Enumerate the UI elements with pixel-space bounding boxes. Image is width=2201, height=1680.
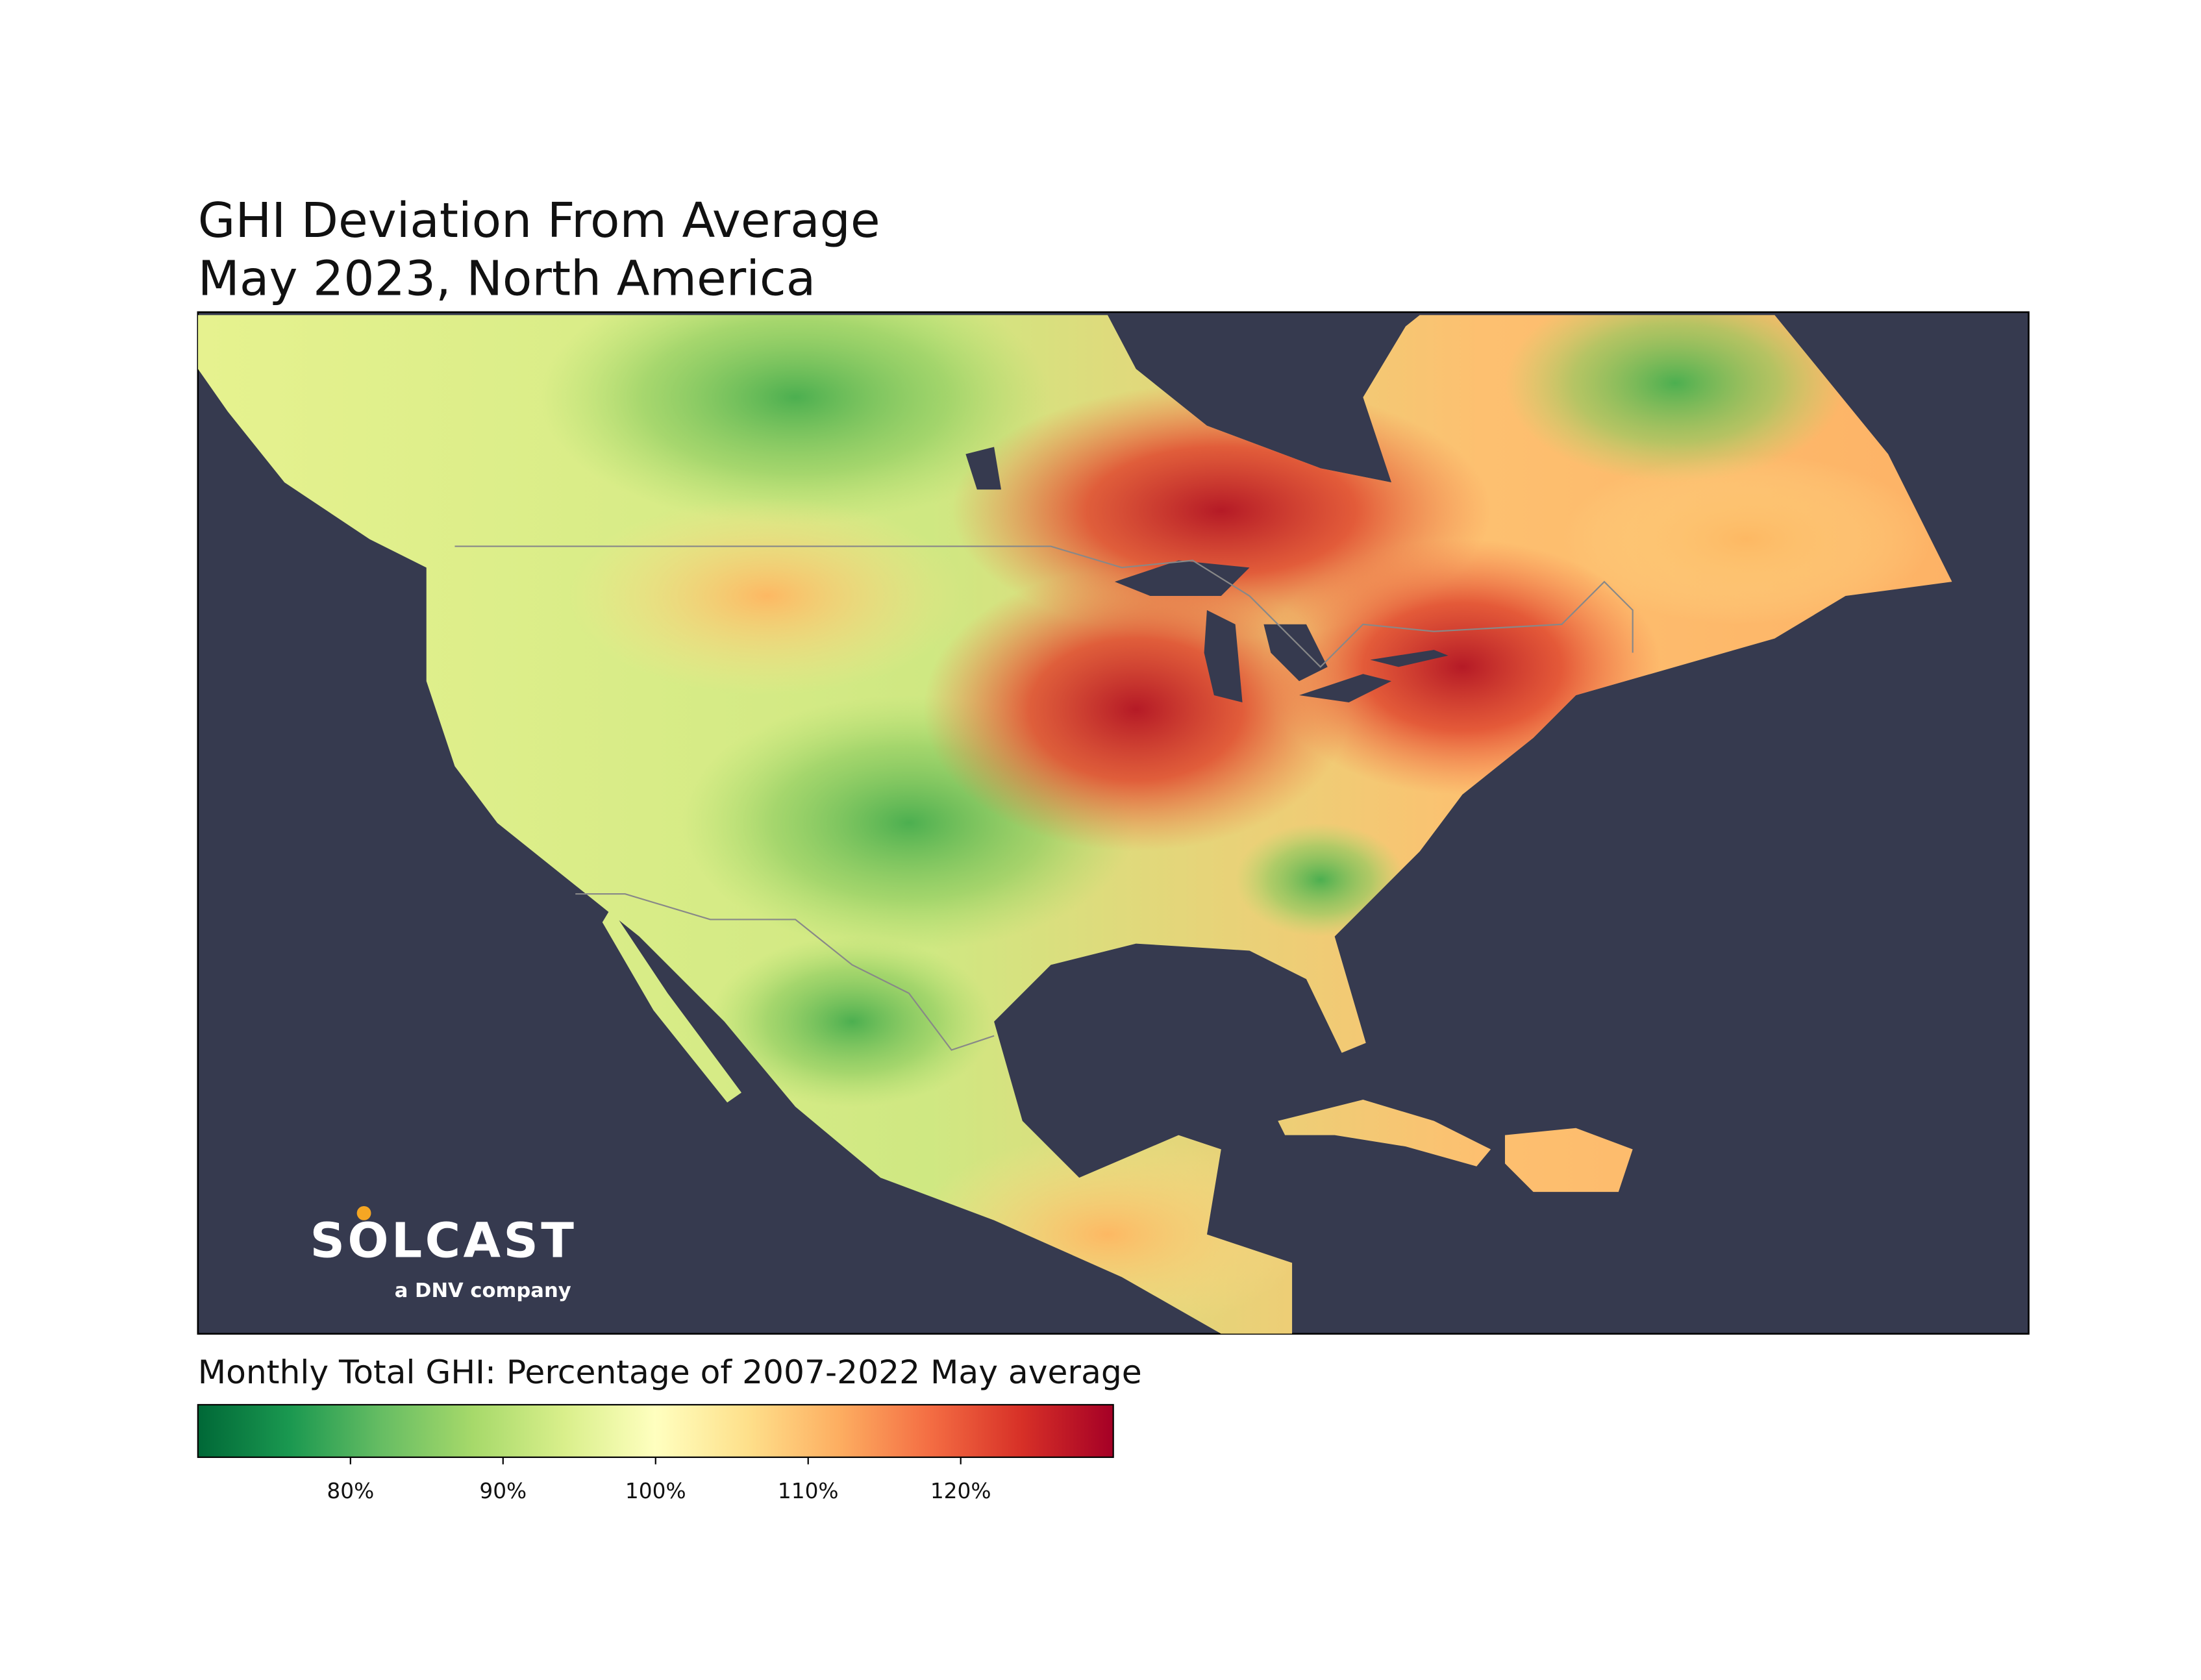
colorbar-tick-label: 100% <box>625 1479 686 1503</box>
logo-tagline: a DNV company <box>395 1279 571 1302</box>
colorbar-tick-label: 110% <box>778 1479 839 1503</box>
lakes <box>965 447 1449 702</box>
colorbar-tick-label: 120% <box>930 1479 991 1503</box>
logo-sun <box>356 1205 371 1220</box>
title-line: May 2023, North America <box>198 251 815 307</box>
colorbar-label: Monthly Total GHI: Percentage of 2007-20… <box>198 1353 1142 1391</box>
colorbar-tick-label: 90% <box>479 1479 527 1503</box>
title-line: GHI Deviation From Average <box>198 192 880 249</box>
borders <box>454 545 1634 1051</box>
logo-name: SOLCAST <box>310 1213 577 1269</box>
colorbar <box>197 1403 1114 1458</box>
colorbar-tick-label: 80% <box>327 1479 374 1503</box>
